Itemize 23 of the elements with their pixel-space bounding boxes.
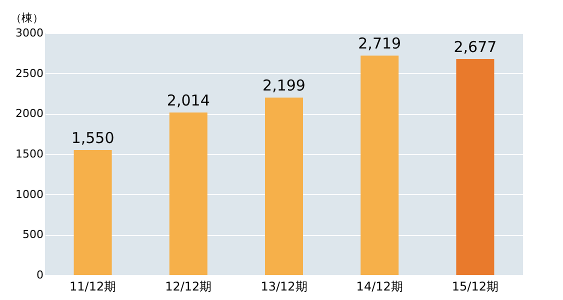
x-tick-label: 12/12期 (165, 280, 212, 294)
bar (360, 56, 399, 275)
bar (169, 112, 208, 275)
y-axis-title: （棟） (10, 12, 44, 24)
x-tick-label: 11/12期 (70, 280, 116, 294)
data-label: 2,014 (166, 92, 210, 110)
x-tick-label: 13/12期 (260, 280, 308, 294)
x-tick-label: 15/12期 (452, 280, 498, 294)
y-tick-label: 3000 (16, 26, 44, 40)
y-tick-label: 500 (22, 228, 44, 242)
x-tick-label: 14/12期 (356, 280, 403, 294)
bar (265, 98, 303, 275)
y-tick-label: 1000 (16, 188, 44, 201)
data-label: 2,199 (262, 76, 306, 95)
y-tick-label: 1500 (16, 148, 44, 160)
y-tick-label: 2000 (16, 107, 44, 120)
bar (456, 59, 494, 275)
y-tick-label: 0 (36, 268, 44, 282)
data-label: 1,550 (71, 128, 114, 147)
bar (74, 150, 112, 275)
y-tick-label: 2500 (16, 66, 44, 80)
data-label: 2,719 (358, 34, 402, 53)
data-label: 2,677 (454, 38, 497, 56)
